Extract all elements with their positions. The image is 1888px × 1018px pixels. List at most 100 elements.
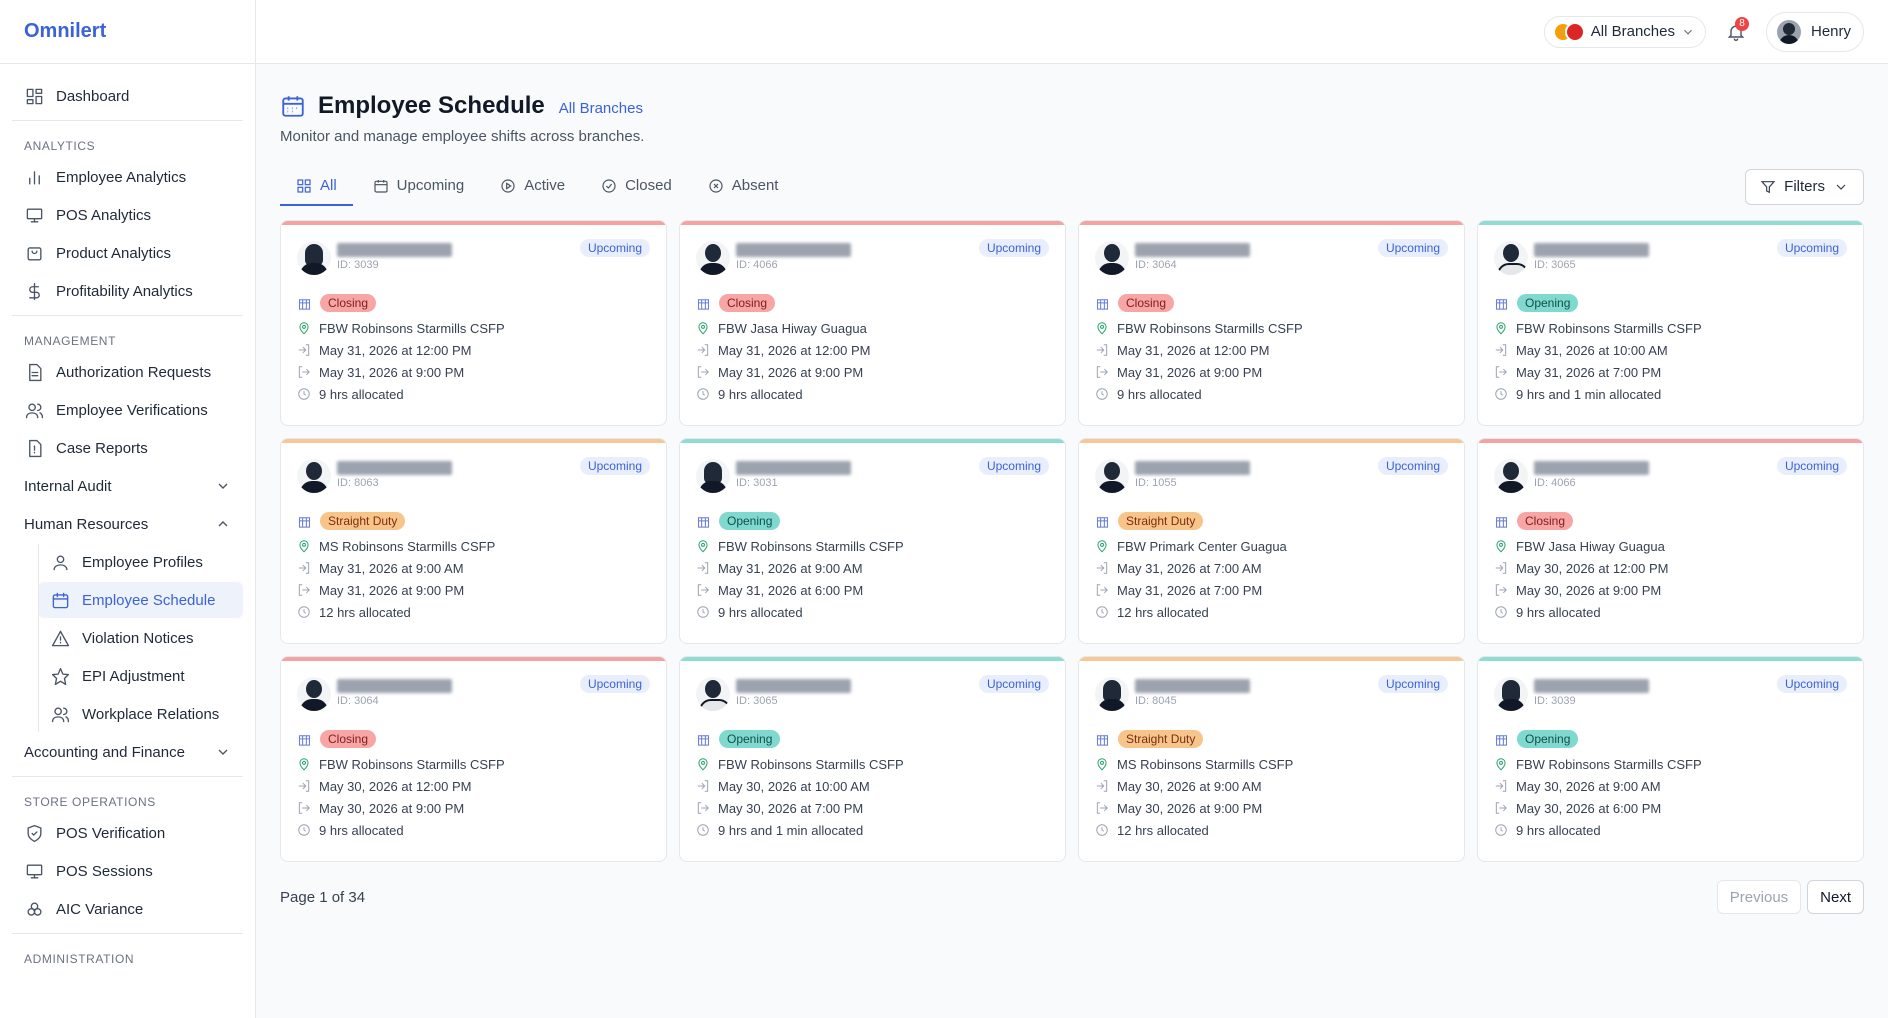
hours-row: 9 hrs and 1 min allocated [1494,383,1847,405]
card-header: ID: 4066 Upcoming [696,239,1049,275]
sidebar-item-label: Employee Profiles [82,553,203,571]
sidebar-item-case-reports[interactable]: Case Reports [12,430,243,466]
app-logo[interactable]: Omnilert [0,0,255,64]
shift-end: May 31, 2026 at 9:00 PM [319,582,465,598]
sidebar-item-pos-sessions[interactable]: POS Sessions [12,853,243,889]
schedule-card[interactable]: ID: 3065 Upcoming Opening FBW Robinsons … [679,656,1066,862]
sidebar-item-employee-verifications[interactable]: Employee Verifications [12,392,243,428]
avatar [1494,677,1528,711]
sidebar-item-employee-schedule[interactable]: Employee Schedule [38,582,243,618]
employee-id: ID: 3065 [736,695,778,707]
sidebar-nav: Dashboard ANALYTICS Employee Analytics P… [0,64,255,970]
sidebar-item-human-resources[interactable]: Human Resources [12,506,243,542]
schedule-card[interactable]: ID: 3039 Upcoming Closing FBW Robinsons … [280,220,667,426]
shift-type-row: Closing [1095,293,1448,313]
shift-end-row: May 31, 2026 at 9:00 PM [696,361,1049,383]
tab-upcoming[interactable]: Upcoming [357,167,481,206]
monitor-icon [24,861,44,881]
branch-row: FBW Robinsons Starmills CSFP [696,753,1049,775]
sidebar-item-label: Product Analytics [56,244,172,262]
play-circle-icon [501,178,515,193]
shift-start: May 31, 2026 at 10:00 AM [1516,342,1668,358]
schedule-card[interactable]: ID: 4066 Upcoming Closing FBW Jasa Hiway… [1477,438,1864,644]
sidebar-item-epi-adjustment[interactable]: EPI Adjustment [38,658,243,694]
sidebar-item-dashboard[interactable]: Dashboard [12,78,243,114]
schedule-card[interactable]: ID: 8045 Upcoming Straight Duty MS Robin… [1078,656,1465,862]
page-subtitle: Monitor and manage employee shifts acros… [280,128,645,145]
employee-id: ID: 3039 [337,259,379,271]
shift-end: May 30, 2026 at 7:00 PM [718,800,864,816]
schedule-card[interactable]: ID: 8063 Upcoming Straight Duty MS Robin… [280,438,667,644]
user-menu-button[interactable]: Henry [1765,11,1864,52]
shift-type-row: Opening [1494,729,1847,749]
location-pin-icon [1097,758,1107,771]
branch-row: FBW Robinsons Starmills CSFP [1494,317,1847,339]
employee-name-redacted [337,461,452,475]
next-button[interactable]: Next [1807,880,1864,914]
bar-chart-icon [24,167,44,187]
notifications-button[interactable]: 8 [1720,16,1752,48]
shift-start-row: May 31, 2026 at 7:00 AM [1095,557,1448,579]
tab-all[interactable]: All [280,167,353,206]
sidebar-item-pos-analytics[interactable]: POS Analytics [12,197,243,233]
shift-start: May 30, 2026 at 10:00 AM [718,778,870,794]
shift-end-row: May 31, 2026 at 7:00 PM [1494,361,1847,383]
sidebar-item-pos-verification[interactable]: POS Verification [12,815,243,851]
logout-icon [1096,584,1108,596]
schedule-card[interactable]: ID: 3039 Upcoming Opening FBW Robinsons … [1477,656,1864,862]
shift-type-badge: Opening [719,730,781,748]
branch-name: FBW Robinsons Starmills CSFP [718,756,904,772]
branch-name: MS Robinsons Starmills CSFP [1117,756,1294,772]
sidebar-item-profitability-analytics[interactable]: Profitability Analytics [12,273,243,309]
status-badge: Upcoming [978,239,1049,257]
sidebar-item-product-analytics[interactable]: Product Analytics [12,235,243,271]
sidebar-item-employee-analytics[interactable]: Employee Analytics [12,159,243,195]
building-icon [1096,298,1109,310]
sidebar-item-aic-variance[interactable]: AIC Variance [12,891,243,927]
tab-absent[interactable]: Absent [692,167,795,206]
sidebar-item-workplace-relations[interactable]: Workplace Relations [38,696,243,732]
login-icon [298,780,310,792]
sidebar-item-violation-notices[interactable]: Violation Notices [38,620,243,656]
page-branch-label: All Branches [558,99,643,117]
schedule-card[interactable]: ID: 3065 Upcoming Opening FBW Robinsons … [1477,220,1864,426]
branch-row: FBW Robinsons Starmills CSFP [297,753,650,775]
schedule-card[interactable]: ID: 3031 Upcoming Opening FBW Robinsons … [679,438,1066,644]
schedule-card[interactable]: ID: 3064 Upcoming Closing FBW Robinsons … [1078,220,1465,426]
branch-name: FBW Robinsons Starmills CSFP [319,320,505,336]
tab-active[interactable]: Active [484,167,581,206]
previous-button[interactable]: Previous [1716,880,1802,914]
shift-type-badge: Closing [719,294,776,312]
employee-id: ID: 4066 [736,259,778,271]
star-icon [50,666,70,686]
shift-type-badge: Opening [719,512,781,530]
schedule-card[interactable]: ID: 4066 Upcoming Closing FBW Jasa Hiway… [679,220,1066,426]
sidebar-item-internal-audit[interactable]: Internal Audit [12,468,243,504]
branch-name: FBW Robinsons Starmills CSFP [1516,320,1702,336]
employee-id: ID: 3039 [1534,695,1576,707]
sidebar-item-authorization-requests[interactable]: Authorization Requests [12,354,243,390]
sidebar-item-accounting[interactable]: Accounting and Finance [12,734,243,770]
shift-end-row: May 30, 2026 at 6:00 PM [1494,797,1847,819]
login-icon [1096,344,1108,356]
status-badge: Upcoming [978,675,1049,693]
divider [12,315,243,316]
card-header: ID: 4066 Upcoming [1494,457,1847,493]
filter-icon [1760,180,1776,193]
section-label-analytics: ANALYTICS [24,139,96,153]
branch-logo-icon [1564,21,1585,42]
schedule-card[interactable]: ID: 1055 Upcoming Straight Duty FBW Prim… [1078,438,1465,644]
shift-start: May 31, 2026 at 12:00 PM [718,342,871,358]
shift-start: May 31, 2026 at 9:00 AM [718,560,863,576]
shift-start-row: May 30, 2026 at 12:00 PM [297,775,650,797]
sidebar-item-employee-profiles[interactable]: Employee Profiles [38,544,243,580]
shift-type-badge: Closing [1517,512,1574,530]
tab-closed[interactable]: Closed [585,167,688,206]
employee-info: ID: 3064 [337,675,580,707]
filters-button[interactable]: Filters [1745,168,1864,205]
login-icon [1495,562,1507,574]
schedule-card[interactable]: ID: 3064 Upcoming Closing FBW Robinsons … [280,656,667,862]
employee-name-redacted [736,461,851,475]
branch-selector[interactable]: All Branches [1543,15,1706,48]
shift-start-row: May 31, 2026 at 12:00 PM [297,339,650,361]
